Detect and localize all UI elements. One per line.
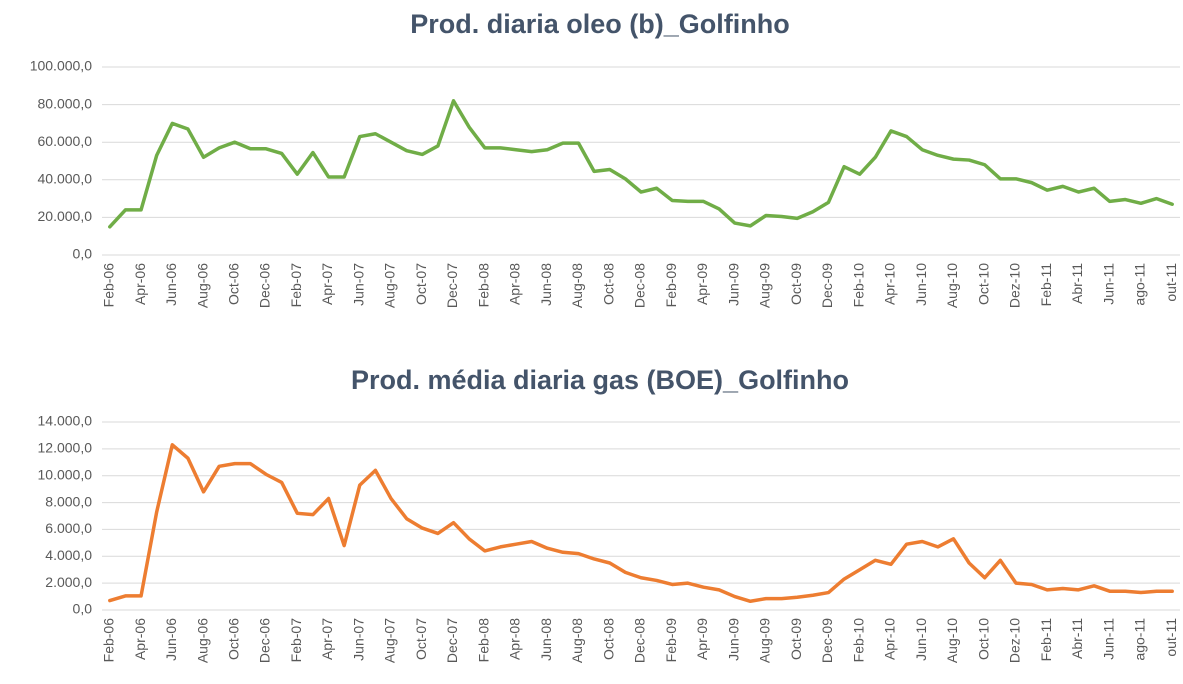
x-tick-label: Aug-10	[944, 263, 960, 308]
x-tick-label: Jun-09	[725, 263, 741, 306]
x-tick-label: Jun-06	[163, 263, 179, 306]
x-tick-label: Jun-06	[163, 618, 179, 661]
x-tick-label: Jun-10	[913, 263, 929, 306]
x-tick-label: Oct-09	[788, 618, 804, 660]
x-tick-label: Aug-08	[569, 618, 585, 663]
x-tick-label: Dec-06	[257, 263, 273, 308]
y-tick-label: 60.000,0	[38, 133, 93, 149]
x-tick-label: Feb-06	[101, 263, 117, 308]
y-tick-label: 100.000,0	[30, 58, 92, 74]
y-tick-label: 14.000,0	[38, 413, 93, 429]
x-tick-label: Dec-09	[819, 263, 835, 308]
x-tick-label: Oct-10	[975, 618, 991, 660]
x-tick-label: Feb-08	[475, 618, 491, 663]
x-tick-label: Feb-11	[1038, 618, 1054, 662]
x-tick-label: Apr-09	[694, 618, 710, 660]
x-tick-label: Apr-10	[882, 618, 898, 660]
x-tick-label: Jun-11	[1100, 618, 1116, 660]
x-tick-label: Jun-07	[350, 263, 366, 306]
x-tick-label: Feb-06	[101, 618, 117, 663]
x-tick-label: Dec-07	[444, 618, 460, 663]
y-tick-label: 80.000,0	[38, 95, 93, 111]
x-tick-label: Oct-06	[226, 263, 242, 305]
x-tick-label: Feb-08	[475, 263, 491, 308]
x-tick-label: Dec-08	[632, 618, 648, 663]
x-tick-label: Apr-07	[319, 618, 335, 660]
y-tick-label: 12.000,0	[38, 440, 93, 456]
x-tick-label: Oct-10	[975, 263, 991, 305]
x-tick-label: Aug-07	[382, 263, 398, 308]
y-tick-label: 6.000,0	[45, 520, 92, 536]
chart-title: Prod. diaria oleo (b)_Golfinho	[410, 9, 790, 39]
x-tick-label: Feb-11	[1038, 263, 1054, 307]
x-tick-label: ago-11	[1132, 263, 1148, 306]
x-tick-label: Apr-08	[507, 618, 523, 660]
x-tick-label: Oct-08	[600, 263, 616, 305]
x-tick-label: Apr-06	[132, 618, 148, 660]
x-tick-label: out-11	[1163, 618, 1179, 657]
y-tick-label: 8.000,0	[45, 493, 92, 509]
x-tick-label: Feb-09	[663, 263, 679, 308]
x-tick-label: Oct-08	[600, 618, 616, 660]
x-tick-label: Feb-10	[850, 618, 866, 663]
x-tick-label: Apr-06	[132, 263, 148, 305]
chart-title: Prod. média diaria gas (BOE)_Golfinho	[351, 365, 849, 395]
x-tick-label: Oct-09	[788, 263, 804, 305]
y-tick-label: 0,0	[73, 601, 93, 617]
y-tick-label: 0,0	[73, 246, 93, 262]
y-tick-label: 40.000,0	[38, 171, 93, 187]
y-tick-label: 10.000,0	[38, 466, 93, 482]
x-tick-label: Abr-11	[1069, 618, 1085, 659]
y-tick-label: 2.000,0	[45, 574, 92, 590]
x-tick-label: Jun-10	[913, 618, 929, 661]
x-tick-label: Dez-10	[1007, 618, 1023, 663]
x-tick-label: out-11	[1163, 263, 1179, 302]
x-tick-label: Aug-06	[194, 263, 210, 308]
x-tick-label: Dec-08	[632, 263, 648, 308]
x-tick-label: Oct-07	[413, 263, 429, 305]
x-tick-label: Feb-10	[850, 263, 866, 308]
x-tick-label: Apr-09	[694, 263, 710, 305]
x-tick-label: Jun-07	[350, 618, 366, 661]
x-tick-label: Aug-07	[382, 618, 398, 663]
x-tick-label: Feb-07	[288, 618, 304, 663]
x-tick-label: Oct-07	[413, 618, 429, 660]
x-tick-label: Aug-09	[757, 263, 773, 308]
data-line	[108, 443, 1174, 604]
x-tick-label: Apr-10	[882, 263, 898, 305]
x-tick-label: Feb-07	[288, 263, 304, 308]
x-tick-label: Abr-11	[1069, 263, 1085, 304]
x-tick-label: Aug-09	[757, 618, 773, 663]
x-tick-label: Aug-10	[944, 618, 960, 663]
x-tick-label: Aug-08	[569, 263, 585, 308]
y-tick-label: 20.000,0	[38, 208, 93, 224]
x-tick-label: Dec-06	[257, 618, 273, 663]
x-tick-label: Dec-09	[819, 618, 835, 663]
x-tick-label: Feb-09	[663, 618, 679, 663]
y-tick-label: 4.000,0	[45, 547, 92, 563]
x-tick-label: Dec-07	[444, 263, 460, 308]
x-tick-label: Jun-09	[725, 618, 741, 661]
x-tick-label: Apr-07	[319, 263, 335, 305]
data-line	[108, 99, 1174, 229]
x-tick-label: ago-11	[1132, 618, 1148, 661]
x-tick-label: Jun-08	[538, 263, 554, 306]
x-tick-label: Jun-11	[1100, 263, 1116, 305]
x-tick-label: Apr-08	[507, 263, 523, 305]
x-tick-label: Aug-06	[194, 618, 210, 663]
x-tick-label: Oct-06	[226, 618, 242, 660]
x-tick-label: Dez-10	[1007, 263, 1023, 308]
x-tick-label: Jun-08	[538, 618, 554, 661]
